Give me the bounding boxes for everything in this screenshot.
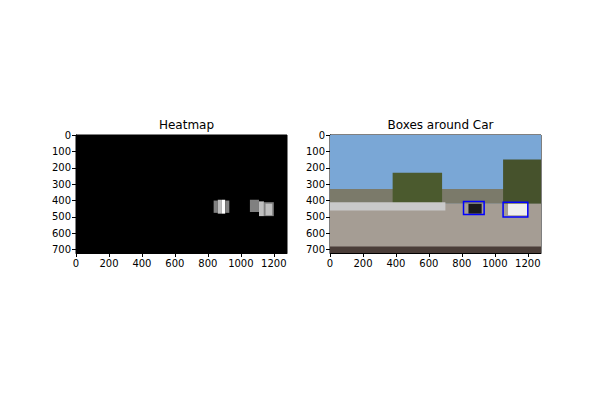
- svg-text:200: 200: [306, 162, 325, 173]
- svg-text:1000: 1000: [228, 258, 253, 269]
- svg-text:0: 0: [73, 258, 79, 269]
- svg-text:0: 0: [65, 130, 71, 141]
- svg-text:600: 600: [52, 228, 71, 239]
- svg-text:600: 600: [165, 258, 184, 269]
- svg-text:1000: 1000: [482, 258, 507, 269]
- svg-text:300: 300: [306, 179, 325, 190]
- svg-text:400: 400: [132, 258, 151, 269]
- svg-text:400: 400: [52, 195, 71, 206]
- svg-text:200: 200: [52, 162, 71, 173]
- svg-text:Heatmap: Heatmap: [159, 118, 214, 132]
- svg-text:200: 200: [353, 258, 372, 269]
- svg-text:200: 200: [99, 258, 118, 269]
- svg-text:800: 800: [198, 258, 217, 269]
- svg-text:0: 0: [327, 258, 333, 269]
- svg-text:400: 400: [386, 258, 405, 269]
- svg-text:500: 500: [52, 211, 71, 222]
- svg-text:100: 100: [52, 146, 71, 157]
- svg-text:100: 100: [306, 146, 325, 157]
- svg-text:300: 300: [52, 179, 71, 190]
- svg-text:600: 600: [306, 228, 325, 239]
- svg-text:700: 700: [52, 244, 71, 255]
- svg-text:Boxes around Car: Boxes around Car: [387, 118, 493, 132]
- svg-text:400: 400: [306, 195, 325, 206]
- svg-text:600: 600: [419, 258, 438, 269]
- svg-text:0: 0: [319, 130, 325, 141]
- svg-text:700: 700: [306, 244, 325, 255]
- svg-text:500: 500: [306, 211, 325, 222]
- svg-text:800: 800: [452, 258, 471, 269]
- svg-text:1200: 1200: [515, 258, 540, 269]
- svg-text:1200: 1200: [261, 258, 286, 269]
